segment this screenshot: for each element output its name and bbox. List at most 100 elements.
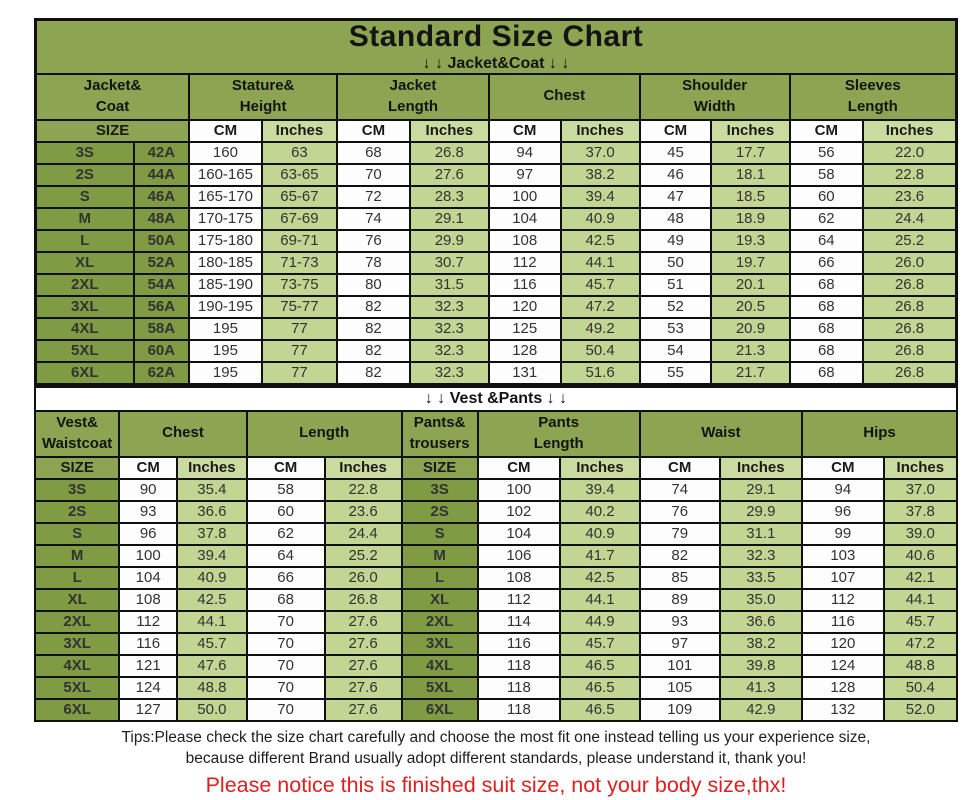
- subheader-inches: Inches: [718, 455, 804, 480]
- cell-in: 31.1: [718, 521, 804, 546]
- cell-in: 32.3: [408, 294, 490, 319]
- cell-cm: 72: [336, 184, 411, 209]
- cell-cm: 108: [118, 587, 179, 612]
- cell-cm: 80: [336, 272, 411, 297]
- cell-in: 18.5: [710, 184, 791, 209]
- subheader-cm: CM: [788, 118, 865, 143]
- cell-cm: 116: [801, 609, 885, 634]
- cell-in: 46.5: [559, 697, 641, 722]
- cell-in: 27.6: [323, 697, 403, 722]
- cell-cm: 112: [476, 587, 562, 612]
- vest-banner-row: ↓ ↓ Vest &Pants ↓ ↓: [34, 385, 958, 412]
- cell-cm: 101: [638, 653, 721, 678]
- cell-size: 2S: [34, 162, 135, 187]
- table-row: 3XL 116 45.7 70 27.6 3XL 116 45.7 97 38.2 120 47.2: [33, 631, 959, 656]
- cell-cm: 125: [487, 316, 562, 341]
- cell-in: 44.1: [882, 587, 959, 612]
- table-row: 4XL 58A 195 77 82 32.3 125 49.2 53 20.9 68 26.8: [34, 316, 958, 341]
- cell-in: 41.3: [718, 675, 804, 700]
- cell-cm: 185-190: [188, 272, 263, 297]
- cell-in: 42.5: [559, 228, 641, 253]
- col-group-vest-chest: Chest: [118, 409, 248, 458]
- cell-cm: 70: [245, 653, 326, 678]
- cell-cm: 46: [638, 162, 713, 187]
- cell-cm: 114: [476, 609, 562, 634]
- table-row: L 104 40.9 66 26.0 L 108 42.5 85 33.5 107 42.1: [33, 565, 959, 590]
- cell-cm: 74: [336, 206, 411, 231]
- col-group-shoulder-width: Shoulder Width: [638, 72, 791, 121]
- cell-cm: 68: [788, 338, 865, 363]
- cell-cm: 60: [245, 499, 326, 524]
- cell-size: S: [33, 521, 121, 546]
- cell-cm: 52: [638, 294, 713, 319]
- cell-in: 39.8: [718, 653, 804, 678]
- table-row: M 100 39.4 64 25.2 M 106 41.7 82 32.3 103 40.6: [33, 543, 959, 568]
- cell-in: 52.0: [882, 697, 959, 722]
- cell-size: 5XL: [34, 338, 135, 363]
- subheader-inches: Inches: [323, 455, 403, 480]
- cell-cm: 74: [638, 477, 721, 502]
- cell-in: 26.0: [323, 565, 403, 590]
- cell-in: 36.6: [176, 499, 248, 524]
- cell-in: 44.1: [559, 587, 641, 612]
- table-row: 5XL 60A 195 77 82 32.3 128 50.4 54 21.3 68 26.8: [34, 338, 958, 363]
- cell-in: 40.2: [559, 499, 641, 524]
- cell-in: 26.8: [862, 294, 958, 319]
- cell-in: 77: [260, 360, 339, 385]
- table-row: M 48A 170-175 67-69 74 29.1 104 40.9 48 18.9 62 24.…: [34, 206, 958, 231]
- cell-cm: 76: [638, 499, 721, 524]
- cell-in: 67-69: [260, 206, 339, 231]
- cell-in: 30.7: [408, 250, 490, 275]
- table-row: 2S 44A 160-165 63-65 70 27.6 97 38.2 46 18.1 58 22.…: [34, 162, 958, 187]
- cell-size: XL: [33, 587, 121, 612]
- cell-in: 47.6: [176, 653, 248, 678]
- cell-in: 32.3: [408, 338, 490, 363]
- cell-in: 47.2: [559, 294, 641, 319]
- cell-in: 42.5: [176, 587, 248, 612]
- jacket-coat-table: Standard Size Chart ↓ ↓ Jacket&Coat ↓ ↓ …: [34, 18, 958, 386]
- cell-cm: 120: [801, 631, 885, 656]
- cell-cm: 100: [118, 543, 179, 568]
- subheader-inches: Inches: [260, 118, 339, 143]
- cell-cm: 76: [336, 228, 411, 253]
- cell-cm: 99: [801, 521, 885, 546]
- cell-in: 50.0: [176, 697, 248, 722]
- cell-cm: 116: [476, 631, 562, 656]
- cell-cm: 56: [788, 140, 865, 165]
- cell-in: 40.9: [176, 565, 248, 590]
- cell-in: 22.8: [862, 162, 958, 187]
- cell-in: 63-65: [260, 162, 339, 187]
- cell-in: 29.1: [718, 477, 804, 502]
- cell-size: 2XL: [400, 609, 479, 634]
- cell-in: 77: [260, 338, 339, 363]
- cell-size: 5XL: [400, 675, 479, 700]
- cell-cm: 82: [336, 294, 411, 319]
- subheader-size: SIZE: [33, 455, 121, 480]
- vest-subheader-row: SIZE CM Inches CM Inches SIZE CM Inches …: [33, 455, 959, 480]
- cell-cm: 118: [476, 675, 562, 700]
- cell-in: 29.9: [718, 499, 804, 524]
- cell-cm: 120: [487, 294, 562, 319]
- cell-cm: 70: [245, 609, 326, 634]
- col-group-hips: Hips: [801, 409, 958, 458]
- cell-in: 28.3: [408, 184, 490, 209]
- cell-cm: 175-180: [188, 228, 263, 253]
- cell-cm: 170-175: [188, 206, 263, 231]
- cell-cm: 160: [188, 140, 263, 165]
- cell-cm: 55: [638, 360, 713, 385]
- cell-in: 31.5: [408, 272, 490, 297]
- cell-in: 46.5: [559, 675, 641, 700]
- size-chart: Standard Size Chart ↓ ↓ Jacket&Coat ↓ ↓ …: [33, 18, 959, 798]
- table-row: 6XL 127 50.0 70 27.6 6XL 118 46.5 109 42.9 132 52.0: [33, 697, 959, 722]
- cell-in: 45.7: [176, 631, 248, 656]
- cell-cm: 105: [638, 675, 721, 700]
- tips-line-1: Tips:Please check the size chart careful…: [121, 728, 871, 746]
- cell-in: 21.7: [710, 360, 791, 385]
- cell-in: 37.8: [176, 521, 248, 546]
- subheader-cm: CM: [118, 455, 179, 480]
- cell-size: 58A: [132, 316, 191, 341]
- cell-cm: 60: [788, 184, 865, 209]
- title-cell: Standard Size Chart ↓ ↓ Jacket&Coat ↓ ↓: [34, 18, 958, 75]
- col-group-stature-height: Stature& Height: [188, 72, 339, 121]
- cell-size: L: [33, 565, 121, 590]
